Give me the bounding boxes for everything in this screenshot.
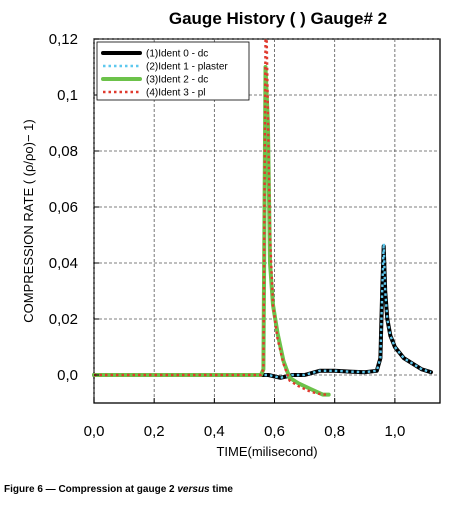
y-axis-label: COMPRESSION RATE ( (ρ/ρo)− 1) (21, 119, 36, 322)
caption-prefix: Figure 6 — Compression at gauge 2 (4, 484, 178, 495)
legend-label-4: (4)Ident 3 - pl (146, 88, 205, 99)
legend: (1)Ident 0 - dc (2)Ident 1 - plaster (3)Id… (96, 41, 250, 101)
y-axis: 0,0 0,02 0,04 0,06 0,08 0,1 0,12 (49, 31, 99, 384)
x-tick-label: 0,8 (324, 423, 345, 440)
caption-italic: versus (177, 484, 210, 495)
legend-label-1: (1)Ident 0 - dc (146, 49, 208, 60)
x-axis-label: TIME(milisecond) (216, 444, 317, 459)
x-tick-label: 0,0 (84, 423, 105, 440)
figure-caption: Figure 6 — Compression at gauge 2 versus… (4, 484, 233, 495)
y-tick-label: 0,12 (49, 31, 78, 48)
x-axis: 0,0 0,2 0,4 0,6 0,8 1,0 (84, 398, 405, 440)
series-line-3 (92, 65, 331, 397)
caption-suffix: time (209, 484, 233, 495)
series-layer (92, 37, 433, 397)
chart-title: Gauge History ( ) Gauge# 2 (169, 9, 387, 28)
y-tick-label: 0,04 (49, 255, 78, 272)
series-line-2 (94, 242, 432, 379)
series-line-4 (94, 37, 329, 396)
x-tick-label: 0,6 (264, 423, 285, 440)
y-tick-label: 0,1 (57, 87, 78, 104)
legend-label-3: (3)Ident 2 - dc (146, 75, 208, 86)
y-tick-label: 0,0 (57, 367, 78, 384)
x-tick-label: 0,4 (204, 423, 225, 440)
y-tick-label: 0,02 (49, 311, 78, 328)
legend-label-2: (2)Ident 1 - plaster (146, 62, 228, 73)
compression-rate-chart: Gauge History ( ) Gauge# 2 0,0 0,2 0,4 0,6 0… (21, 9, 441, 459)
y-tick-label: 0,06 (49, 199, 78, 216)
y-tick-label: 0,08 (49, 143, 78, 160)
plot-area: 0,0 0,2 0,4 0,6 0,8 1,0 0,00,020,040,060,080,… (49, 31, 441, 440)
x-tick-label: 1,0 (384, 423, 405, 440)
x-tick-label: 0,2 (144, 423, 165, 440)
